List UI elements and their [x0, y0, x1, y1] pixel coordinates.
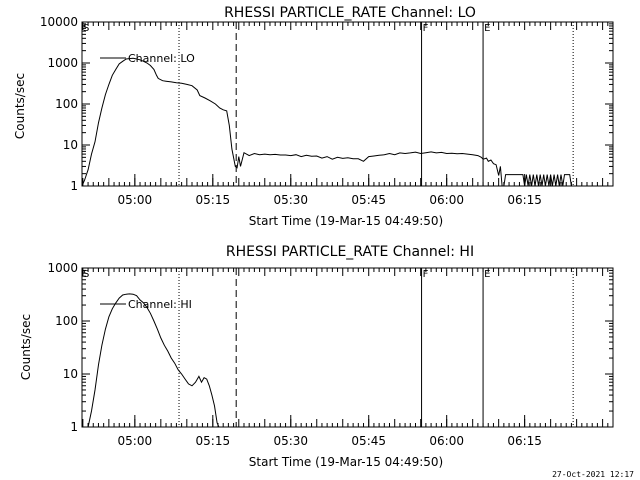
event-marker-label: S	[83, 23, 89, 34]
x-tick-label: 06:00	[429, 193, 464, 207]
x-tick-label: 05:45	[351, 193, 386, 207]
y-tick-label: 100	[55, 314, 78, 328]
y-axis-label: Counts/sec	[19, 314, 33, 380]
event-marker-label: S	[83, 269, 89, 280]
x-tick-label: 05:00	[118, 434, 153, 448]
event-marker-label: F	[423, 23, 429, 34]
plot-area: 1 10 100 1000 10000 05:00 05:15 05:30 05:45 06:00…	[40, 15, 614, 207]
legend-label: Channel: LO	[128, 52, 195, 65]
footer-date: 27-Oct-2021 12:17	[552, 470, 634, 479]
event-marker-label: E	[484, 23, 490, 34]
y-tick-label: 1000	[47, 56, 78, 70]
chart-title: RHESSI PARTICLE_RATE Channel: LO	[224, 5, 476, 21]
chart-title: RHESSI PARTICLE_RATE Channel: HI	[226, 244, 474, 260]
event-marker-label: F	[423, 269, 429, 280]
x-tick-label: 06:15	[507, 193, 542, 207]
x-axis-label: Start Time (19-Mar-15 04:49:50)	[249, 214, 443, 228]
x-tick-label: 05:15	[196, 434, 231, 448]
lo-channel-chart: RHESSI PARTICLE_RATE Channel: LO Counts/…	[13, 5, 614, 228]
y-tick-label: 10	[63, 367, 78, 381]
y-tick-label: 1	[70, 420, 78, 434]
x-tick-label: 05:15	[196, 193, 231, 207]
y-tick-label: 1000	[47, 261, 78, 275]
series-line	[81, 57, 572, 187]
plot-frame	[81, 267, 614, 428]
x-tick-label: 05:45	[351, 434, 386, 448]
plot-frame	[81, 21, 614, 187]
x-tick-label: 06:00	[429, 434, 464, 448]
x-tick-label: 05:30	[273, 193, 308, 207]
y-tick-label: 10	[63, 138, 78, 152]
x-tick-label: 05:30	[273, 434, 308, 448]
y-tick-label: 100	[55, 97, 78, 111]
x-axis-label: Start Time (19-Mar-15 04:49:50)	[249, 455, 443, 469]
y-tick-label: 1	[70, 179, 78, 193]
series-line	[87, 293, 220, 428]
y-tick-label: 10000	[40, 15, 78, 29]
plot-area: 1 10 100 1000 05:00 05:15 05:30 05:45 06:00 06:15…	[47, 261, 614, 448]
legend-label: Channel: HI	[128, 298, 192, 311]
x-tick-label: 05:00	[118, 193, 153, 207]
event-marker-label: E	[484, 269, 490, 280]
hi-channel-chart: RHESSI PARTICLE_RATE Channel: HI Counts/…	[19, 244, 614, 469]
x-tick-label: 06:15	[507, 434, 542, 448]
y-axis-label: Counts/sec	[13, 73, 27, 139]
